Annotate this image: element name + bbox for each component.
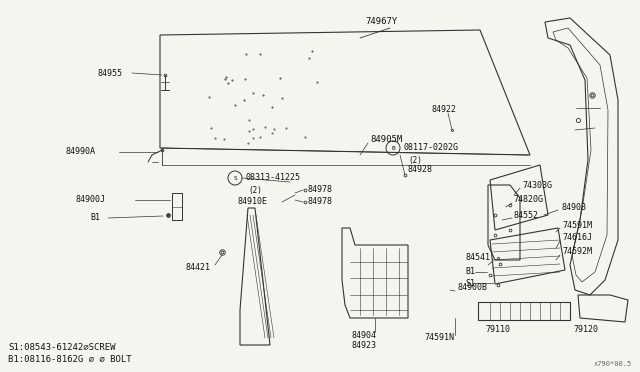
Text: 84923: 84923 [352, 341, 377, 350]
Text: S: S [233, 176, 237, 180]
Text: (2): (2) [248, 186, 262, 195]
Text: 74820G: 74820G [513, 196, 543, 205]
Text: 84928: 84928 [407, 166, 432, 174]
Text: B1: B1 [90, 214, 100, 222]
Text: 74592M: 74592M [562, 247, 592, 257]
Text: ∧790*00.5: ∧790*00.5 [594, 361, 632, 367]
Text: 74591N: 74591N [424, 334, 454, 343]
Text: 84910E: 84910E [238, 198, 268, 206]
Text: 74303G: 74303G [522, 180, 552, 189]
Text: 84900J: 84900J [75, 196, 105, 205]
Text: 08313-41225: 08313-41225 [245, 173, 300, 183]
Text: 79110: 79110 [486, 326, 511, 334]
Text: S1:08543-61242∅SCREW: S1:08543-61242∅SCREW [8, 343, 115, 353]
Text: 84990A: 84990A [65, 148, 95, 157]
Text: 84541: 84541 [465, 253, 490, 263]
Text: 84922: 84922 [432, 106, 457, 115]
Text: 84900B: 84900B [458, 283, 488, 292]
Text: B1:08116-8162G ∅ ∅ BOLT: B1:08116-8162G ∅ ∅ BOLT [8, 356, 132, 365]
Text: 74616J: 74616J [562, 234, 592, 243]
Text: 74967Y: 74967Y [365, 17, 397, 26]
Text: 84421: 84421 [185, 263, 210, 273]
Text: 79120: 79120 [573, 326, 598, 334]
Text: 08117-0202G: 08117-0202G [403, 144, 458, 153]
Text: 84978: 84978 [308, 186, 333, 195]
Text: (2): (2) [408, 155, 422, 164]
Text: B1: B1 [465, 267, 475, 276]
Text: 74591M: 74591M [562, 221, 592, 230]
Text: 84955: 84955 [98, 68, 123, 77]
Text: 84904: 84904 [352, 330, 377, 340]
Text: 84978: 84978 [308, 198, 333, 206]
Text: S1: S1 [465, 279, 475, 288]
Text: 84903: 84903 [562, 203, 587, 212]
Text: 84552: 84552 [513, 211, 538, 219]
Text: 84905M: 84905M [370, 135, 403, 144]
Text: B: B [391, 145, 395, 151]
